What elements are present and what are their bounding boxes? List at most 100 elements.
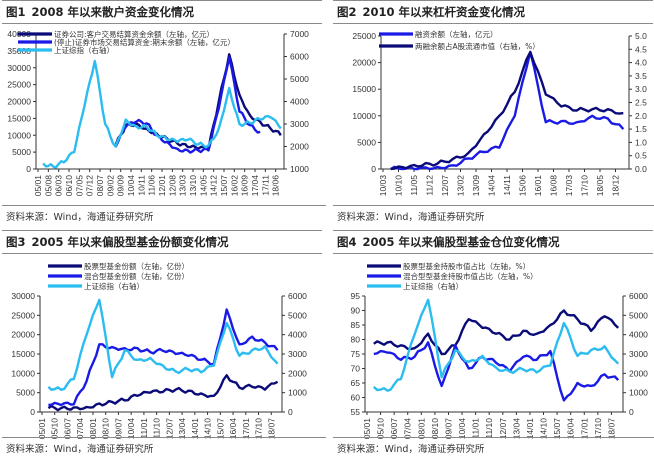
y-left-tick-label: 15000 bbox=[11, 349, 35, 359]
figure-title-text: 2010 年以来杠杆资金变化情况 bbox=[362, 5, 526, 19]
y-left-tick-label: 85 bbox=[351, 320, 361, 330]
x-tick-label: 16/09 bbox=[240, 175, 250, 197]
y-right-tick-label: 1000 bbox=[629, 388, 648, 398]
y-left-tick-label: 20000 bbox=[11, 330, 35, 340]
figure-number: 图4 bbox=[337, 235, 357, 249]
x-tick-label: 05/01 bbox=[33, 175, 43, 197]
figure-4: 图4 2005 年以来偏股型基金仓位变化情况 55 60 65 70 75 80 85 90 95… bbox=[333, 230, 654, 455]
figure-title: 图4 2005 年以来偏股型基金仓位变化情况 bbox=[333, 230, 653, 254]
x-tick-label: 17/04 bbox=[250, 175, 260, 197]
x-tick-label: 14/11 bbox=[502, 175, 512, 196]
y-right-tick-label: 0.5 bbox=[635, 151, 647, 161]
x-tick-label: 14/10 bbox=[539, 418, 549, 440]
x-tick-label: 10/10 bbox=[394, 175, 404, 197]
legend-label: 融资余额（左轴，亿元） bbox=[415, 29, 498, 39]
figure-title-text: 2005 年以来偏股型基金仓位变化情况 bbox=[362, 235, 560, 249]
y-right-tick-label: 2000 bbox=[629, 368, 648, 378]
legend-label: (停止)证券市场交易结算资金:期末余额（左轴，亿元） bbox=[54, 37, 235, 47]
y-left-tick-label: 75 bbox=[351, 349, 361, 359]
series-line-2 bbox=[114, 56, 261, 154]
chart-1: 0500010000150002000025000300003500040000… bbox=[7, 29, 309, 197]
series-line-1 bbox=[390, 50, 625, 171]
x-tick-label: 17/10 bbox=[593, 418, 603, 440]
x-tick-label: 13/09 bbox=[471, 175, 481, 197]
x-tick-label: 07/12 bbox=[85, 175, 95, 197]
y-right-tick-label: 3000 bbox=[629, 349, 648, 359]
y-right-tick-label: 3.0 bbox=[635, 84, 647, 94]
series-line-2 bbox=[48, 308, 279, 407]
figure-3: 图3 2005 年以来偏股型基金份额变化情况 0 5000 10000 15000 200… bbox=[2, 230, 326, 455]
y-left-tick-label: 10000 bbox=[352, 111, 376, 121]
x-tick-label: 17/10 bbox=[580, 175, 590, 197]
y-left-tick-label: 5000 bbox=[12, 147, 31, 157]
y-left-tick-label: 25000 bbox=[7, 80, 31, 90]
source-note: 资料来源：Wind，海通证券研究所 bbox=[333, 437, 654, 455]
x-tick-label: 11/12 bbox=[425, 175, 435, 196]
figure-title: 图2 2010 年以来杠杆资金变化情况 bbox=[333, 0, 653, 24]
x-tick-label: 08/07 bbox=[95, 175, 105, 197]
y-right-tick-label: 6000 bbox=[629, 291, 648, 301]
x-tick-label: 06/07 bbox=[389, 418, 399, 440]
x-tick-label: 12/07 bbox=[164, 418, 174, 440]
x-tick-label: 11/05 bbox=[409, 175, 419, 196]
y-right-tick-label: 2000 bbox=[288, 368, 307, 378]
source-note: 资料来源：Wind，海通证券研究所 bbox=[333, 205, 654, 223]
y-right-tick-label: 3.5 bbox=[635, 71, 647, 81]
x-tick-label: 16/01 bbox=[533, 175, 543, 197]
series-line-3 bbox=[372, 298, 620, 392]
legend-label: 上证综指（右轴） bbox=[84, 281, 144, 291]
y-left-tick-label: 15000 bbox=[352, 84, 376, 94]
y-right-tick-label: 3000 bbox=[288, 349, 307, 359]
x-tick-label: 09/07 bbox=[443, 418, 453, 440]
y-right-tick-label: 4000 bbox=[629, 330, 648, 340]
y-right-tick-label: 2000 bbox=[290, 142, 309, 152]
y-right-tick-label: 0 bbox=[629, 407, 634, 417]
legend-label: 证券公司:客户交易结算资金余额（左轴，亿元） bbox=[54, 29, 214, 39]
x-tick-label: 14/04 bbox=[487, 175, 497, 197]
y-left-tick-label: 30000 bbox=[11, 291, 35, 301]
y-left-tick-label: 10000 bbox=[7, 130, 31, 140]
y-right-tick-label: 7000 bbox=[290, 29, 309, 39]
x-tick-label: 11/10 bbox=[484, 418, 494, 439]
y-left-tick-label: 25000 bbox=[11, 310, 35, 320]
x-tick-label: 16/04 bbox=[566, 418, 576, 440]
y-left-tick-label: 70 bbox=[351, 364, 361, 374]
y-left-tick-label: 25000 bbox=[352, 31, 376, 41]
y-left-tick-label: 0 bbox=[26, 164, 31, 174]
x-tick-label: 14/01 bbox=[190, 418, 200, 440]
y-left-tick-label: 20000 bbox=[7, 97, 31, 107]
series-line-1 bbox=[47, 374, 279, 412]
x-tick-label: 05/08 bbox=[43, 175, 53, 197]
series-line-1 bbox=[114, 53, 282, 151]
y-right-tick-label: 4.5 bbox=[635, 44, 647, 54]
chart-2: 0 5000 10000 15000 20000 25000 0.0 0.5 1.0 1.5 2.0… bbox=[352, 29, 647, 197]
x-tick-label: 18/05 bbox=[595, 175, 605, 197]
x-tick-label: 11/01 bbox=[139, 418, 149, 439]
figure-title: 图3 2005 年以来偏股型基金份额变化情况 bbox=[2, 230, 322, 254]
x-tick-label: 17/01 bbox=[579, 418, 589, 440]
x-tick-label: 13/10 bbox=[188, 175, 198, 197]
figure-title: 图1 2008 年以来散户资金变化情况 bbox=[2, 0, 322, 24]
x-tick-label: 05/10 bbox=[376, 418, 386, 440]
y-left-tick-label: 5000 bbox=[357, 137, 376, 147]
y-right-tick-label: 2.0 bbox=[635, 111, 647, 121]
y-right-tick-label: 4000 bbox=[288, 330, 307, 340]
x-tick-label: 07/04 bbox=[75, 418, 85, 440]
source-note: 资料来源：Wind，海通证券研究所 bbox=[2, 437, 326, 455]
legend-label: 混合型型基金持股市值占比（左轴，%） bbox=[403, 271, 538, 281]
figure-title-text: 2008 年以来散户资金变化情况 bbox=[31, 5, 195, 19]
x-tick-label: 13/04 bbox=[511, 418, 521, 440]
y-left-tick-label: 60 bbox=[351, 393, 361, 403]
x-tick-label: 16/02 bbox=[229, 175, 239, 197]
legend-label: 两融余额占A股流通市值（右轴，%） bbox=[415, 41, 540, 51]
chart-4: 55 60 65 70 75 80 85 90 95 0 1000 2000 3000 4000 5000 6… bbox=[351, 261, 649, 440]
x-tick-label: 08/10 bbox=[101, 418, 111, 440]
x-tick-label: 17/03 bbox=[564, 175, 574, 197]
x-tick-label: 09/07 bbox=[113, 418, 123, 440]
y-right-tick-label: 3000 bbox=[290, 119, 309, 129]
x-tick-label: 05/10 bbox=[50, 418, 60, 440]
y-right-tick-label: 1000 bbox=[288, 388, 307, 398]
y-left-tick-label: 30000 bbox=[7, 63, 31, 73]
y-left-tick-label: 10000 bbox=[11, 368, 35, 378]
source-note: 资料来源：Wind，海通证券研究所 bbox=[2, 205, 326, 223]
